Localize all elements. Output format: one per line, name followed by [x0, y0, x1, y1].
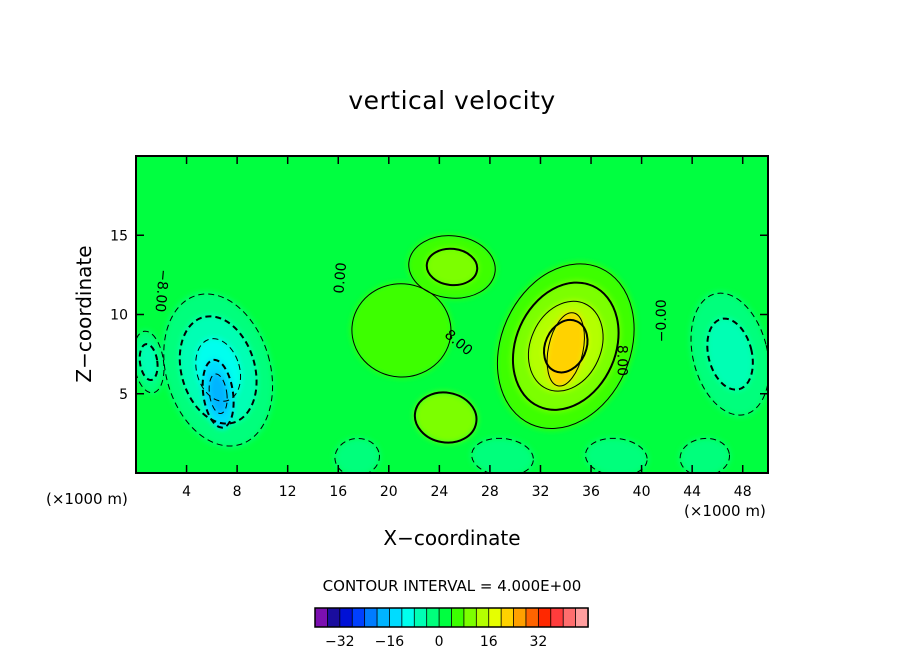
contour-line: [706, 317, 754, 391]
colorbar-swatch: [500, 607, 515, 628]
contour-line: [690, 292, 768, 416]
field-region: [334, 438, 380, 473]
contour-label: 8.00: [613, 345, 629, 376]
colorbar-swatch: [488, 607, 502, 628]
contour-line: [201, 358, 235, 429]
colorbar-swatch: [550, 607, 564, 628]
field-region: [350, 282, 452, 378]
colorbar-tick-label: 16: [480, 634, 498, 650]
contour-line: [527, 300, 604, 392]
contour-label: 0.00: [331, 262, 350, 294]
colorbar-swatch: [413, 607, 428, 628]
contour-line: [425, 247, 479, 287]
x-tick-label: 16: [329, 484, 347, 500]
contour-line: [208, 373, 228, 415]
contour-line: [195, 338, 242, 402]
field-region: [414, 391, 478, 444]
x-tick-label: 48: [734, 484, 752, 500]
contour-line: [679, 437, 731, 473]
x-tick-label: 20: [380, 484, 398, 500]
contour-interval-label: CONTOUR INTERVAL = 4.000E+00: [322, 577, 582, 595]
contour-line: [163, 293, 274, 447]
contour-line: [136, 330, 165, 394]
colorbar-swatch: [475, 607, 490, 628]
colorbar-swatch: [401, 607, 415, 628]
colorbar-tick-label: −16: [375, 634, 405, 650]
contour-line: [351, 283, 452, 378]
x-tick-label: 32: [532, 484, 550, 500]
x-axis-label: X−coordinate: [383, 526, 521, 550]
y-axis-label: Z−coordinate: [72, 245, 96, 383]
contour-line: [511, 281, 620, 411]
colorbar-tick-label: −32: [325, 634, 355, 650]
contour-line: [413, 391, 478, 444]
x-tick-label: 44: [683, 484, 701, 500]
colorbar-swatch: [364, 607, 378, 628]
field-region: [139, 343, 158, 381]
x-unit-label-right: (×1000 m): [684, 502, 766, 520]
colorbar-swatch: [314, 607, 329, 628]
field-region: [426, 248, 478, 286]
x-tick-label: 24: [430, 484, 448, 500]
y-tick-label: 5: [119, 387, 128, 403]
colorbar-swatch: [537, 607, 552, 628]
colorbar-swatch: [513, 607, 527, 628]
colorbar-swatch: [451, 607, 465, 628]
colorbar-swatch: [463, 607, 478, 628]
velocity-field: [136, 156, 768, 473]
contour-line: [496, 263, 635, 430]
field-region: [584, 437, 648, 473]
colorbar-swatch: [575, 607, 589, 628]
y-tick-label: 15: [110, 228, 128, 244]
colorbar-swatch: [351, 607, 366, 628]
x-tick-label: 40: [633, 484, 651, 500]
colorbar-swatch: [438, 607, 453, 628]
contour-line: [546, 312, 585, 387]
y-tick-label: 10: [110, 308, 128, 324]
field-region: [471, 437, 535, 473]
colorbar: −32 −16 0 16 32: [314, 607, 589, 650]
field-region: [706, 317, 754, 391]
contour-lines: [136, 235, 768, 473]
x-tick-label: 12: [279, 484, 297, 500]
colorbar-swatch: [389, 607, 403, 628]
colorbar-swatch: [525, 607, 540, 628]
contour-line: [138, 343, 159, 382]
contour-line: [471, 437, 534, 473]
colorbar-swatch: [327, 607, 341, 628]
x-unit-label-left: (×1000 m): [46, 490, 128, 508]
contour-line: [543, 319, 589, 374]
colorbar-tick-label: 0: [435, 634, 444, 650]
contour-label: −0.00: [654, 299, 670, 342]
x-tick-label: 36: [582, 484, 600, 500]
x-tick-label: 4: [182, 484, 191, 500]
contour-line: [584, 437, 648, 473]
contour-line: [408, 235, 496, 299]
chart-title: vertical velocity: [348, 86, 556, 115]
colorbar-swatch: [562, 607, 577, 628]
colorbar-tick-label: 32: [529, 634, 547, 650]
colorbar-swatch: [376, 607, 391, 628]
field-region: [208, 373, 228, 414]
colorbar-frame: [314, 607, 589, 628]
x-tick-label: 28: [481, 484, 499, 500]
x-tick-label: 8: [233, 484, 242, 500]
contour-labels: −8.00 0.008.008.00−0.00: [151, 262, 669, 376]
colorbar-swatch: [426, 607, 440, 628]
colorbar-swatch: [339, 607, 353, 628]
contour-line: [178, 315, 258, 425]
contour-line: [334, 437, 380, 473]
contour-label: −8.00: [151, 269, 171, 313]
